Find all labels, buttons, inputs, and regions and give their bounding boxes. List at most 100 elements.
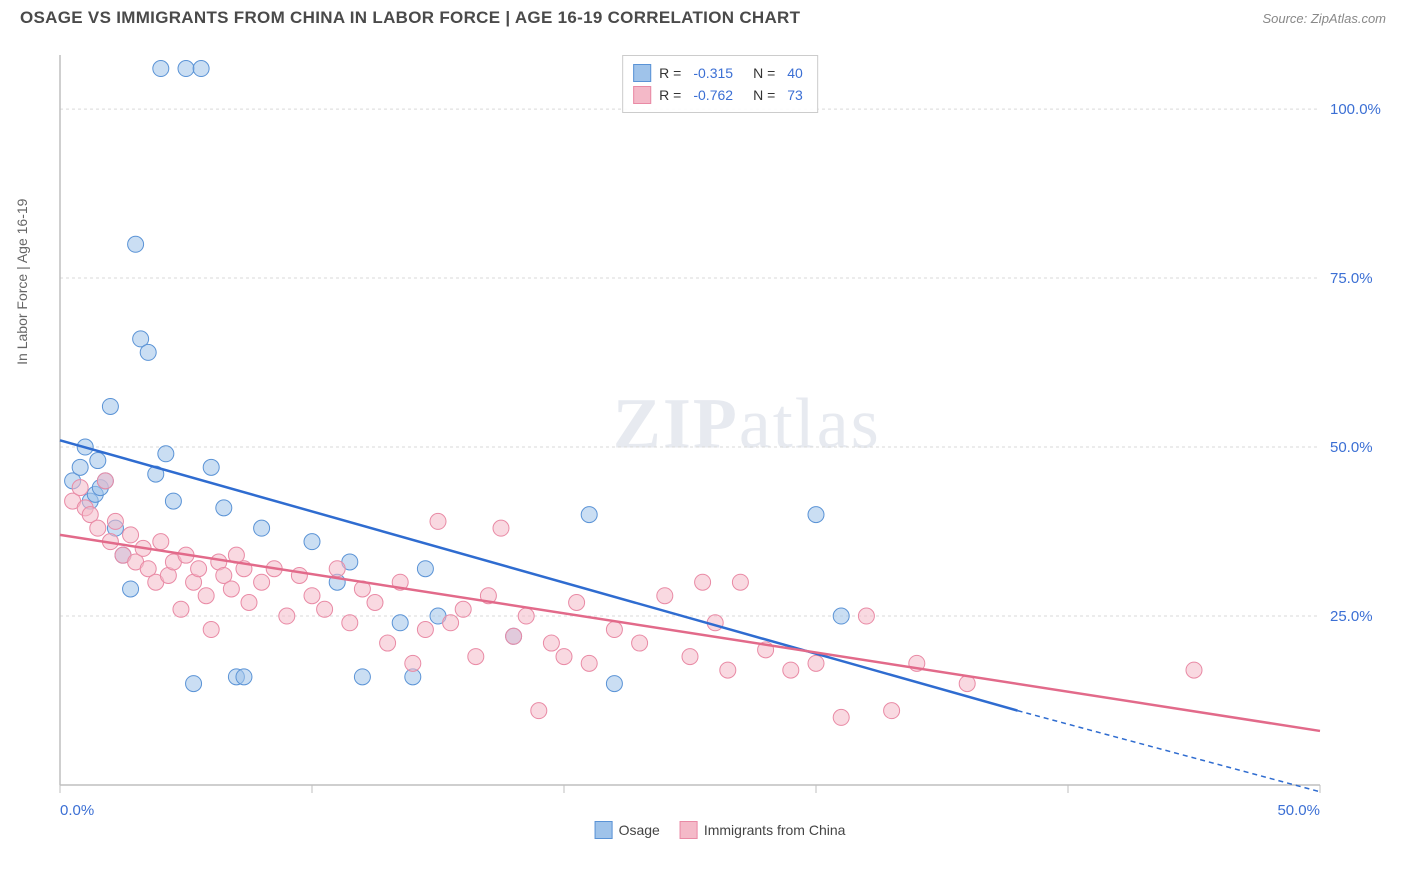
data-point bbox=[531, 703, 547, 719]
legend-r-value: -0.315 bbox=[693, 65, 733, 81]
legend-n-value: 40 bbox=[787, 65, 803, 81]
data-point bbox=[884, 703, 900, 719]
legend-r-label: R = bbox=[659, 65, 681, 81]
data-point bbox=[304, 588, 320, 604]
data-point bbox=[128, 236, 144, 252]
data-point bbox=[203, 459, 219, 475]
data-point bbox=[732, 574, 748, 590]
y-tick-label: 25.0% bbox=[1330, 608, 1373, 625]
data-point bbox=[858, 608, 874, 624]
data-point bbox=[203, 622, 219, 638]
data-point bbox=[241, 595, 257, 611]
x-tick-label: 50.0% bbox=[1277, 802, 1320, 819]
data-point bbox=[186, 676, 202, 692]
data-point bbox=[833, 608, 849, 624]
data-point bbox=[90, 520, 106, 536]
y-tick-label: 75.0% bbox=[1330, 270, 1373, 287]
trend-line bbox=[60, 535, 1320, 731]
data-point bbox=[102, 398, 118, 414]
legend-swatch bbox=[595, 821, 613, 839]
data-point bbox=[153, 534, 169, 550]
data-point bbox=[158, 446, 174, 462]
data-point bbox=[632, 635, 648, 651]
data-point bbox=[405, 655, 421, 671]
legend-series-label: Osage bbox=[619, 822, 660, 838]
data-point bbox=[417, 622, 433, 638]
data-point bbox=[173, 601, 189, 617]
data-point bbox=[430, 513, 446, 529]
legend-n-label: N = bbox=[753, 87, 775, 103]
data-point bbox=[1186, 662, 1202, 678]
data-point bbox=[236, 669, 252, 685]
data-point bbox=[223, 581, 239, 597]
data-point bbox=[279, 608, 295, 624]
data-point bbox=[198, 588, 214, 604]
data-point bbox=[123, 581, 139, 597]
x-tick-label: 0.0% bbox=[60, 802, 94, 819]
data-point bbox=[606, 622, 622, 638]
y-axis-label: In Labor Force | Age 16-19 bbox=[14, 199, 30, 365]
data-point bbox=[543, 635, 559, 651]
data-point bbox=[107, 513, 123, 529]
data-point bbox=[493, 520, 509, 536]
data-point bbox=[657, 588, 673, 604]
legend-swatch bbox=[680, 821, 698, 839]
data-point bbox=[123, 527, 139, 543]
chart-header: OSAGE VS IMMIGRANTS FROM CHINA IN LABOR … bbox=[0, 0, 1406, 32]
data-point bbox=[695, 574, 711, 590]
data-point bbox=[380, 635, 396, 651]
data-point bbox=[808, 507, 824, 523]
data-point bbox=[468, 649, 484, 665]
data-point bbox=[304, 534, 320, 550]
data-point bbox=[90, 453, 106, 469]
data-point bbox=[682, 649, 698, 665]
chart-container: In Labor Force | Age 16-19 ZIPatlas R = … bbox=[50, 45, 1390, 835]
data-point bbox=[342, 615, 358, 631]
stats-legend: R = -0.315 N = 40 R = -0.762 N = 73 bbox=[622, 55, 818, 113]
data-point bbox=[606, 676, 622, 692]
legend-series-label: Immigrants from China bbox=[704, 822, 846, 838]
data-point bbox=[317, 601, 333, 617]
data-point bbox=[254, 520, 270, 536]
data-point bbox=[506, 628, 522, 644]
data-point bbox=[140, 344, 156, 360]
data-point bbox=[569, 595, 585, 611]
data-point bbox=[291, 567, 307, 583]
data-point bbox=[72, 459, 88, 475]
data-point bbox=[556, 649, 572, 665]
y-tick-label: 100.0% bbox=[1330, 101, 1381, 118]
legend-r-label: R = bbox=[659, 87, 681, 103]
scatter-plot: 25.0% 50.0% 75.0% 100.0% 0.0% 50.0% bbox=[50, 45, 1390, 835]
data-point bbox=[581, 507, 597, 523]
legend-series-item: Osage bbox=[595, 821, 660, 839]
legend-n-label: N = bbox=[753, 65, 775, 81]
data-point bbox=[72, 480, 88, 496]
data-point bbox=[808, 655, 824, 671]
data-point bbox=[191, 561, 207, 577]
data-point bbox=[783, 662, 799, 678]
data-point bbox=[581, 655, 597, 671]
data-point bbox=[417, 561, 433, 577]
y-tick-label: 50.0% bbox=[1330, 439, 1373, 456]
legend-series-item: Immigrants from China bbox=[680, 821, 846, 839]
data-point bbox=[216, 500, 232, 516]
data-point bbox=[97, 473, 113, 489]
data-point bbox=[455, 601, 471, 617]
legend-r-value: -0.762 bbox=[693, 87, 733, 103]
data-point bbox=[392, 615, 408, 631]
legend-swatch bbox=[633, 64, 651, 82]
data-point bbox=[833, 709, 849, 725]
data-point bbox=[329, 561, 345, 577]
legend-n-value: 73 bbox=[787, 87, 803, 103]
legend-swatch bbox=[633, 86, 651, 104]
data-point bbox=[193, 61, 209, 77]
data-point bbox=[178, 61, 194, 77]
chart-title: OSAGE VS IMMIGRANTS FROM CHINA IN LABOR … bbox=[20, 8, 800, 28]
data-point bbox=[165, 493, 181, 509]
data-point bbox=[720, 662, 736, 678]
legend-stat-row: R = -0.762 N = 73 bbox=[633, 84, 807, 106]
data-point bbox=[153, 61, 169, 77]
data-point bbox=[354, 669, 370, 685]
data-point bbox=[254, 574, 270, 590]
source-attribution: Source: ZipAtlas.com bbox=[1262, 11, 1386, 26]
